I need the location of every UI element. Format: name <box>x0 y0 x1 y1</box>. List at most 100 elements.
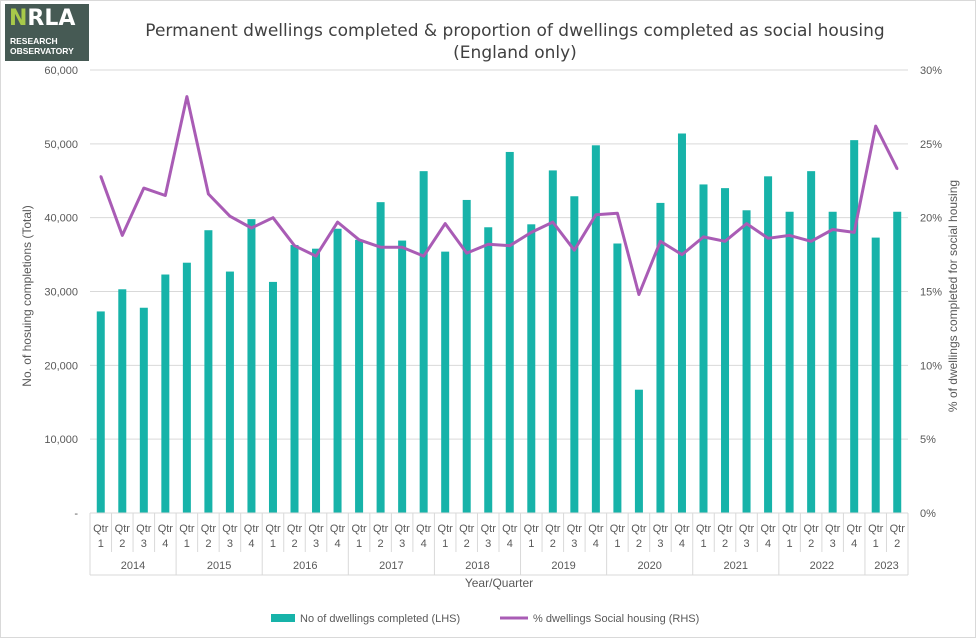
bar <box>419 171 428 513</box>
quarter-label: Qtr 4 <box>760 523 776 550</box>
bar <box>656 202 665 513</box>
line-point <box>271 216 275 219</box>
year-label: 2015 <box>207 560 231 572</box>
quarter-label: Qtr 3 <box>825 523 841 550</box>
legend-bar-label: No of dwellings completed (LHS) <box>300 613 460 625</box>
quarter-label: Qtr 2 <box>373 523 389 550</box>
bar <box>139 307 148 513</box>
quarter-label: Qtr 1 <box>93 523 109 550</box>
quarter-label: Qtr 1 <box>524 523 540 550</box>
y-axis-left-label: No. of hosuing completions (Total) <box>20 205 34 386</box>
logo-line-research: RESEARCH <box>10 36 58 46</box>
line-point <box>400 246 404 249</box>
bar <box>570 196 579 513</box>
x-axis: Qtr 1 Qtr 2 Qtr 3 Qtr 4 Qtr 1 Qtr 2 Qtr 3 Qtr 4 Qtr 1 Qtr 2… <box>89 512 909 576</box>
bar <box>634 389 643 513</box>
year-label: 2022 <box>810 560 834 572</box>
bar <box>462 199 471 514</box>
line-point <box>702 235 705 239</box>
bar <box>204 230 213 514</box>
line-point <box>723 240 727 243</box>
quarter-label: Qtr 2 <box>287 523 303 550</box>
quarter-label: Qtr 4 <box>847 523 863 550</box>
legend: No of dwellings completed (LHS) % dwelli… <box>271 613 699 625</box>
line-point <box>551 220 555 224</box>
line-point <box>530 231 533 234</box>
bar <box>742 210 751 514</box>
line-point <box>314 254 318 258</box>
quarter-label: Qtr 2 <box>631 523 647 550</box>
quarter-label: Qtr 1 <box>610 523 626 550</box>
bar <box>871 237 880 513</box>
line-point <box>443 222 447 225</box>
bar <box>591 145 600 513</box>
quarter-label: Qtr 3 <box>567 523 583 550</box>
line-point <box>185 95 189 98</box>
line-point <box>336 220 339 224</box>
gridlines <box>90 69 908 514</box>
line-point <box>573 248 576 252</box>
line-point <box>508 244 511 247</box>
line-point <box>487 243 490 246</box>
bar <box>247 219 256 514</box>
left-tick-label: 30,000 <box>44 287 78 299</box>
line-point <box>788 234 791 237</box>
left-tick-label: 40,000 <box>44 213 78 225</box>
quarter-label: Qtr 2 <box>545 523 561 550</box>
bar-series <box>96 133 902 514</box>
right-tick-label: 10% <box>920 360 942 372</box>
bar <box>677 133 686 513</box>
bar <box>484 227 493 513</box>
line-point <box>616 212 619 215</box>
right-tick-label: 25% <box>920 139 942 151</box>
line-point <box>809 240 813 243</box>
bar <box>893 211 902 513</box>
quarter-label: Qtr 3 <box>222 523 238 550</box>
line-series <box>99 95 899 296</box>
chart-title-line2: (England only) <box>453 43 577 63</box>
year-label: 2016 <box>293 560 317 572</box>
logo-line-observatory: OBSERVATORY <box>10 46 74 56</box>
year-label: 2020 <box>637 560 661 572</box>
bar <box>828 211 837 513</box>
line-point <box>379 246 382 249</box>
bar <box>225 271 234 513</box>
left-tick-label: 10,000 <box>44 434 78 446</box>
quarter-label: Qtr 1 <box>179 523 195 550</box>
left-tick-label: 20,000 <box>44 360 78 372</box>
right-tick-label: 30% <box>920 65 942 77</box>
line-point <box>99 175 102 178</box>
quarter-label: Qtr 1 <box>351 523 367 550</box>
quarter-label: Qtr 2 <box>890 523 906 550</box>
right-tick-label: 15% <box>920 287 942 299</box>
bar <box>699 184 708 514</box>
bar <box>785 211 794 513</box>
bar <box>312 248 321 513</box>
quarter-label: Qtr 4 <box>674 523 690 550</box>
right-tick-label: 5% <box>920 434 936 446</box>
bar <box>548 170 557 513</box>
quarter-label: Qtr 4 <box>502 523 518 550</box>
line-point <box>422 254 425 258</box>
year-label: 2014 <box>121 560 145 572</box>
line-point <box>594 213 598 216</box>
bar <box>764 176 773 513</box>
bar <box>505 151 514 513</box>
legend-line-label: % dwellings Social housing (RHS) <box>533 613 699 625</box>
nrla-logo: NRLA RESEARCH OBSERVATORY <box>5 4 89 61</box>
bar <box>807 171 816 513</box>
line-point <box>250 226 253 230</box>
logo-wordmark: NRLA <box>9 6 76 31</box>
bar <box>355 239 364 514</box>
quarter-label: Qtr 2 <box>803 523 819 550</box>
right-tick-label: 0% <box>920 508 936 520</box>
line-point <box>659 240 662 243</box>
quarter-label: Qtr 4 <box>330 523 346 550</box>
social-housing-line <box>99 95 899 296</box>
quarter-label: Qtr 1 <box>265 523 281 550</box>
quarter-label: Qtr 3 <box>653 523 669 550</box>
bar <box>850 140 859 513</box>
chart-title: Permanent dwellings completed & proporti… <box>120 20 910 64</box>
year-label: 2021 <box>724 560 748 572</box>
